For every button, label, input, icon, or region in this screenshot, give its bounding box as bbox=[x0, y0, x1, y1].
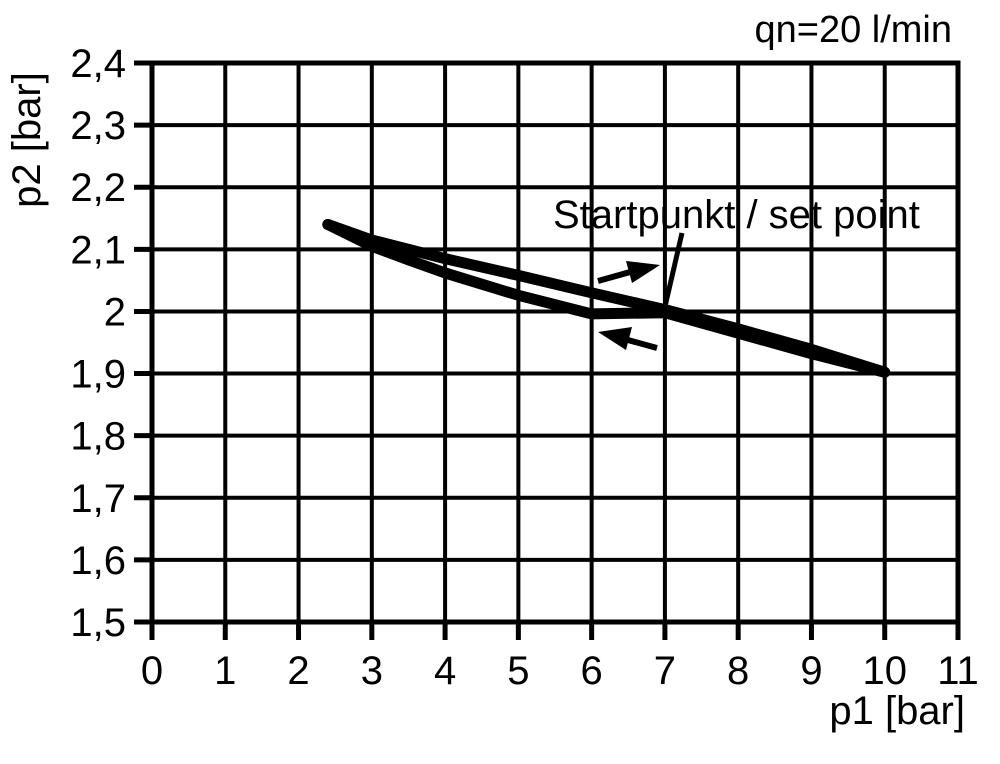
x-tick-label: 0 bbox=[141, 649, 163, 693]
decreasing-arrow-head bbox=[598, 327, 632, 350]
x-axis-tick-labels: 0 1 2 3 4 5 6 7 8 9 10 11 bbox=[141, 649, 979, 693]
y-tick-label: 1,7 bbox=[70, 477, 126, 521]
x-tick-label: 5 bbox=[507, 649, 529, 693]
x-axis-ticks bbox=[149, 622, 961, 640]
y-tick-label: 1,5 bbox=[70, 601, 126, 645]
y-tick-label: 1,8 bbox=[70, 415, 126, 459]
y-tick-label: 2,1 bbox=[70, 228, 126, 272]
x-tick-label: 10 bbox=[862, 649, 907, 693]
y-axis-tick-labels: 1,5 1,6 1,7 1,8 1,9 2 2,1 2,2 2,3 2,4 bbox=[70, 42, 126, 645]
x-axis-title: p1 [bar] bbox=[829, 689, 965, 733]
y-tick-label: 1,9 bbox=[70, 353, 126, 397]
y-tick-label: 2,2 bbox=[70, 166, 126, 210]
x-tick-label: 4 bbox=[434, 649, 456, 693]
decreasing-arrow bbox=[598, 327, 658, 351]
set-point-label: Startpunkt / set point bbox=[553, 193, 920, 237]
y-tick-label: 2,3 bbox=[70, 104, 126, 148]
hysteresis-curve bbox=[322, 218, 891, 378]
grid-vertical-lines bbox=[223, 63, 887, 622]
increasing-arrow-head bbox=[626, 261, 660, 283]
y-tick-label: 1,6 bbox=[70, 539, 126, 583]
grid-horizontal-lines bbox=[152, 123, 958, 562]
x-tick-label: 7 bbox=[654, 649, 676, 693]
y-axis-ticks bbox=[134, 60, 152, 625]
y-tick-label: 2 bbox=[104, 290, 126, 334]
y-axis-title: p2 [bar] bbox=[5, 72, 49, 208]
curve-branch bbox=[322, 218, 891, 378]
x-tick-label: 9 bbox=[800, 649, 822, 693]
x-tick-label: 3 bbox=[361, 649, 383, 693]
increasing-arrow bbox=[597, 261, 660, 284]
condition-note: qn=20 l/min bbox=[754, 9, 952, 51]
plot-frame bbox=[149, 60, 961, 625]
y-tick-label: 2,4 bbox=[70, 42, 126, 86]
x-tick-label: 11 bbox=[937, 649, 979, 693]
x-tick-label: 6 bbox=[581, 649, 603, 693]
set-point-leader-line bbox=[661, 232, 685, 312]
x-tick-label: 1 bbox=[214, 649, 236, 693]
x-tick-label: 8 bbox=[727, 649, 749, 693]
x-tick-label: 2 bbox=[287, 649, 309, 693]
